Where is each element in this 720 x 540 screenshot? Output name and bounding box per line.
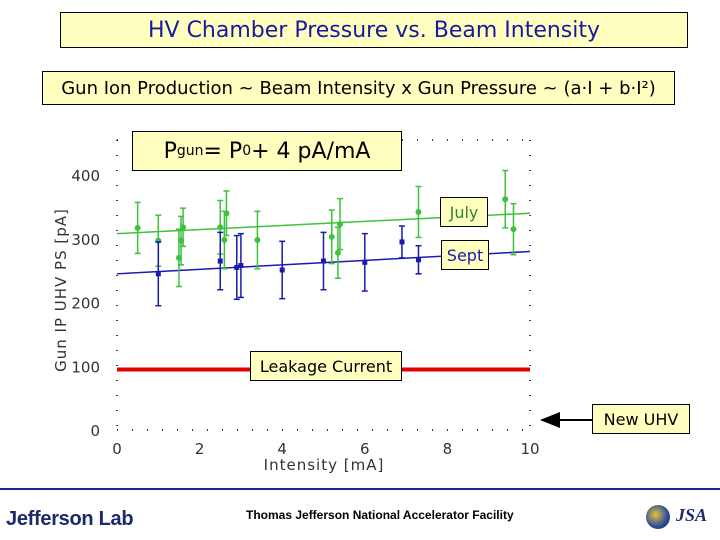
x-tick-label: 0: [112, 440, 122, 458]
sept-data-point: [399, 239, 405, 245]
july-data-point: [328, 233, 335, 240]
july-data-point: [221, 237, 228, 244]
sept-data-point: [362, 259, 368, 265]
chart-title-box: HV Chamber Pressure vs. Beam Intensity: [60, 12, 688, 48]
x-axis-label: Intensity [mA]: [264, 456, 385, 474]
footer-divider: [0, 488, 720, 490]
july-data-point: [510, 226, 517, 233]
sept-data-point: [217, 258, 223, 264]
x-tick-label: 10: [520, 440, 539, 458]
july-data-point: [502, 196, 509, 203]
sept-data-point: [155, 271, 161, 277]
subtitle-box: Gun Ion Production ~ Beam Intensity x Gu…: [42, 71, 675, 105]
formula-sub-zero: 0: [242, 143, 252, 159]
july-data-point: [134, 224, 141, 231]
jefferson-lab-logo: Jefferson Lab: [6, 508, 134, 530]
y-tick-label: 300: [71, 231, 100, 249]
july-label: July: [449, 202, 479, 222]
x-tick-label: 6: [360, 440, 370, 458]
new-uhv-label: New UHV: [603, 409, 679, 429]
x-tick-label: 8: [443, 440, 453, 458]
subtitle-text: Gun Ion Production ~ Beam Intensity x Gu…: [61, 77, 656, 99]
y-axis-label: Gun IP UHV PS [pA]: [52, 208, 70, 372]
july-data-point: [334, 249, 341, 256]
y-tick-label: 0: [90, 422, 100, 440]
formula-sub-gun: gun: [176, 143, 204, 159]
sept-data-point: [321, 258, 326, 264]
formula-eq: = P: [203, 138, 243, 164]
sept-data-point: [238, 263, 244, 269]
new-uhv-label-box: New UHV: [592, 404, 690, 434]
facility-name: Thomas Jefferson National Accelerator Fa…: [246, 508, 514, 522]
july-data-point: [337, 221, 344, 228]
leakage-label: Leakage Current: [259, 356, 393, 376]
july-data-point: [223, 210, 230, 217]
july-data-point: [254, 237, 261, 244]
sept-data-point: [279, 267, 285, 273]
x-tick-label: 2: [195, 440, 205, 458]
y-tick-label: 200: [71, 295, 100, 313]
july-label-box: July: [440, 197, 488, 227]
y-tick-label: 400: [71, 167, 100, 185]
x-tick-label: 4: [277, 440, 287, 458]
chart-title: HV Chamber Pressure vs. Beam Intensity: [147, 17, 601, 43]
july-data-point: [180, 224, 187, 231]
formula-tail: + 4 pA/mA: [251, 138, 371, 164]
july-data-point: [415, 208, 422, 215]
doe-seal-icon: [646, 505, 670, 529]
y-tick-label: 100: [71, 358, 100, 376]
sept-label-box: Sept: [441, 240, 489, 270]
sept-data-point: [234, 264, 240, 270]
july-data-point: [217, 224, 224, 231]
jsa-logo: JSA: [676, 505, 708, 525]
formula-p: P: [163, 138, 177, 164]
leakage-label-box: Leakage Current: [250, 351, 402, 381]
sept-label: Sept: [446, 245, 484, 265]
sept-data-point: [415, 257, 421, 263]
